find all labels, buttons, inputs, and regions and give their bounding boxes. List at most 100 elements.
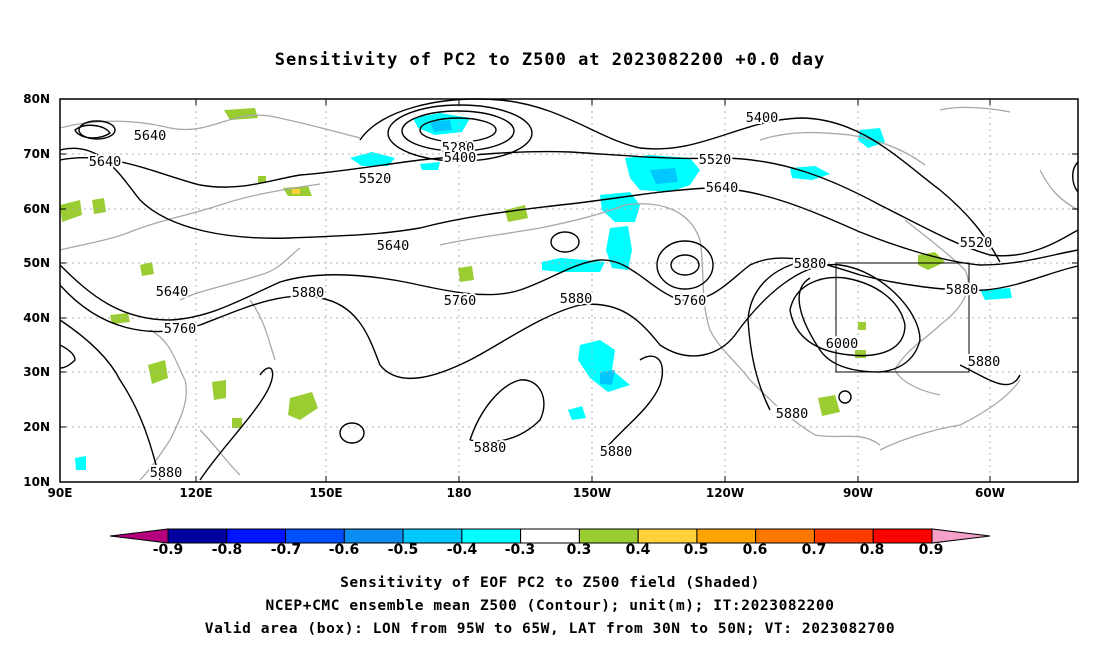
lon-label: 180	[446, 486, 472, 500]
grid-lines	[60, 99, 1078, 482]
contour-label: 5520	[960, 235, 993, 251]
colorbar-box	[285, 528, 345, 544]
contour-label: 5640	[706, 180, 739, 196]
valid-area-box	[835, 262, 970, 373]
colorbar-high-arrow	[931, 528, 991, 544]
lat-label: 10N	[23, 475, 50, 489]
colorbar-label: -0.4	[446, 542, 478, 558]
contour-label: 5880	[794, 256, 827, 272]
pos-shade-patch	[918, 252, 945, 270]
contour-label: 5760	[164, 321, 197, 337]
colorbar-box	[872, 528, 933, 544]
contour-label: 5880	[946, 282, 979, 298]
contour-label: 5520	[359, 171, 392, 187]
neg-shade-patch	[568, 406, 586, 420]
colorbar-label: -0.3	[504, 542, 536, 558]
pos-shade-patch	[212, 380, 226, 400]
neg-shade-patch	[606, 226, 632, 270]
lon-label: 150W	[572, 486, 612, 500]
colorbar-boxes	[167, 528, 933, 544]
lon-label: 60W	[975, 486, 1005, 500]
neg-shade-patch	[980, 288, 1012, 300]
neg-shade-core	[600, 370, 615, 385]
neg-shade-patch	[578, 340, 630, 392]
contour-label-group: 5640 5640 5280 5400 5400 5520 5520 5640 …	[87, 108, 1003, 483]
sensitivity-shading	[60, 108, 1012, 470]
contour-label: 5880	[474, 440, 507, 456]
neg-shade-patch	[350, 152, 395, 166]
caption-contour: NCEP+CMC ensemble mean Z500 (Contour); u…	[265, 598, 835, 614]
contour-label: 5880	[968, 354, 1001, 370]
colorbar-low-arrow	[109, 528, 169, 544]
lat-label: 80N	[23, 92, 50, 106]
map-frame	[59, 98, 1079, 483]
neg-shade-patch	[75, 456, 86, 470]
colorbar-label: 0.6	[742, 542, 768, 558]
contour-label: 5880	[292, 285, 325, 301]
pos-shade-core	[292, 189, 300, 194]
contour-label: 5880	[560, 291, 593, 307]
lat-label: 20N	[23, 420, 50, 434]
contour-label: 6000	[826, 336, 859, 352]
colorbar-box	[813, 528, 874, 544]
colorbar-box	[343, 528, 404, 544]
neg-shade-patch	[420, 162, 440, 170]
coastlines	[59, 106, 1079, 481]
contour-label: 5520	[699, 152, 732, 168]
tick-marks	[60, 98, 1078, 483]
contour-label: 5640	[134, 128, 167, 144]
pos-shade-patch	[258, 176, 266, 183]
colorbar-box	[461, 528, 522, 544]
z500-contours	[59, 98, 1079, 481]
chart-title: Sensitivity of PC2 to Z500 at 2023082200…	[274, 50, 826, 70]
colorbar-box	[520, 528, 580, 544]
contour-label: 5880	[150, 465, 183, 481]
lat-label: 50N	[23, 256, 50, 270]
lon-label: 120E	[179, 486, 213, 500]
pos-shade-patch	[858, 322, 866, 330]
caption-valid-area: Valid area (box): LON from 95W to 65W, L…	[204, 621, 896, 637]
colorbar-label: 0.3	[566, 542, 592, 558]
pos-shade-patch	[60, 200, 82, 222]
colorbar-label: -0.5	[387, 542, 419, 558]
pos-shade-patch	[224, 108, 258, 120]
contour-label: 5880	[776, 406, 809, 422]
contour-label: 5640	[89, 154, 122, 170]
contour-label: 5280	[442, 140, 475, 156]
contour-label: 5880	[600, 444, 633, 460]
pos-shade-patch	[232, 418, 242, 428]
lat-label: 40N	[23, 311, 50, 325]
colorbar-label: 0.9	[918, 542, 944, 558]
colorbar-label: 0.7	[801, 542, 827, 558]
colorbar-label: 0.5	[683, 542, 709, 558]
colorbar-label: -0.8	[211, 542, 243, 558]
pos-shade-patch	[505, 205, 528, 222]
contour-label: 5760	[444, 293, 477, 309]
contour-label: 5400	[444, 150, 477, 166]
colorbar-label: -0.9	[152, 542, 184, 558]
colorbar-box	[402, 528, 463, 544]
pos-shade-patch	[818, 395, 840, 416]
pos-shade-patch	[140, 262, 154, 276]
colorbar-box	[755, 528, 815, 544]
lat-label: 30N	[23, 365, 50, 379]
lat-label: 70N	[23, 147, 50, 161]
lon-label: 90E	[47, 486, 73, 500]
colorbar-label: -0.7	[270, 542, 302, 558]
pos-shade-patch	[288, 392, 318, 420]
lon-label: 150E	[309, 486, 343, 500]
neg-shade-core	[650, 168, 678, 184]
pos-shade-patch	[92, 198, 106, 214]
colorbar-box	[226, 528, 287, 544]
contour-label: 5640	[156, 284, 189, 300]
lon-label: 120W	[705, 486, 745, 500]
colorbar-label: -0.6	[328, 542, 360, 558]
colorbar-box	[578, 528, 639, 544]
contour-label: 5640	[377, 238, 410, 254]
colorbar-box	[637, 528, 698, 544]
colorbar-box	[167, 528, 228, 544]
colorbar-label: 0.4	[625, 542, 651, 558]
pos-shade-patch	[458, 266, 474, 282]
colorbar-box	[696, 528, 757, 544]
